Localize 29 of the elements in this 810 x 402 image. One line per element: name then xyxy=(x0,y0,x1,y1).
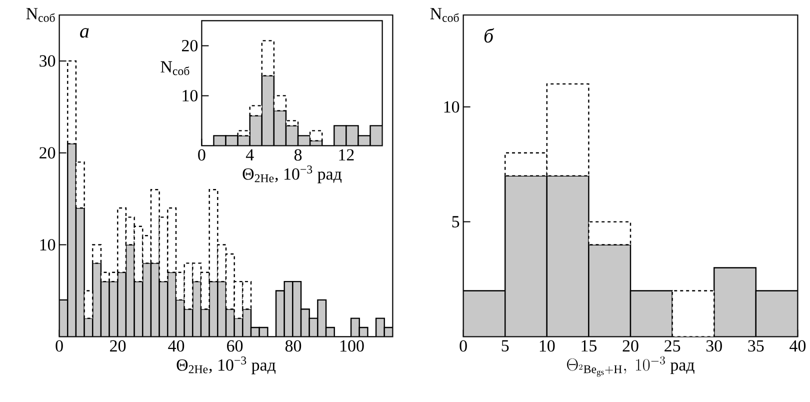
y-axis-title: N$_{соб}$ xyxy=(160,61,190,76)
x-tick-label: 8 xyxy=(294,149,302,161)
x-tick-label: 15 xyxy=(582,340,597,352)
x-tick-label: 30 xyxy=(706,340,722,352)
x-tick-label: 25 xyxy=(664,340,680,352)
annotation: а xyxy=(80,28,89,38)
x-tick-label: 80 xyxy=(285,340,302,352)
x-tick-label: 20 xyxy=(622,340,638,352)
x-tick-label: 0 xyxy=(198,149,206,161)
y-tick-label: 10 xyxy=(40,239,56,251)
x-axis-title: Θ$_{2He}$, 10$^{−3}$ рад xyxy=(176,356,276,374)
y-tick-label: 30 xyxy=(40,55,56,67)
x-tick-label: 0 xyxy=(460,340,467,352)
x-tick-label: 4 xyxy=(246,149,254,160)
x-tick-label: 5 xyxy=(502,340,509,352)
x-tick-label: 0 xyxy=(56,340,63,352)
x-tick-label: 40 xyxy=(168,340,184,352)
x-tick-label: 60 xyxy=(227,340,243,352)
x-tick-label: 10 xyxy=(540,340,555,352)
x-tick-label: 20 xyxy=(110,340,126,352)
x-tick-label: 12 xyxy=(339,149,354,160)
annotation: б xyxy=(484,28,494,43)
x-tick-label: 40 xyxy=(790,340,806,352)
x-tick-label: 100 xyxy=(340,340,364,352)
x-axis-title: $\Theta_{{}^{2}\mathrm{Be}_{\mathrm{gs}}+\mathrm{H}},\ 10^{-3}\ \mbox{рад}$ xyxy=(567,356,694,377)
x-tick-label: 35 xyxy=(748,340,764,352)
y-axis-title: N$_{соб}$ xyxy=(430,8,459,22)
x-axis-title: Θ$_{2He}$, 10$^{−3}$ рад xyxy=(242,165,342,184)
y-axis-title: N$_{соб}$ xyxy=(26,8,55,22)
